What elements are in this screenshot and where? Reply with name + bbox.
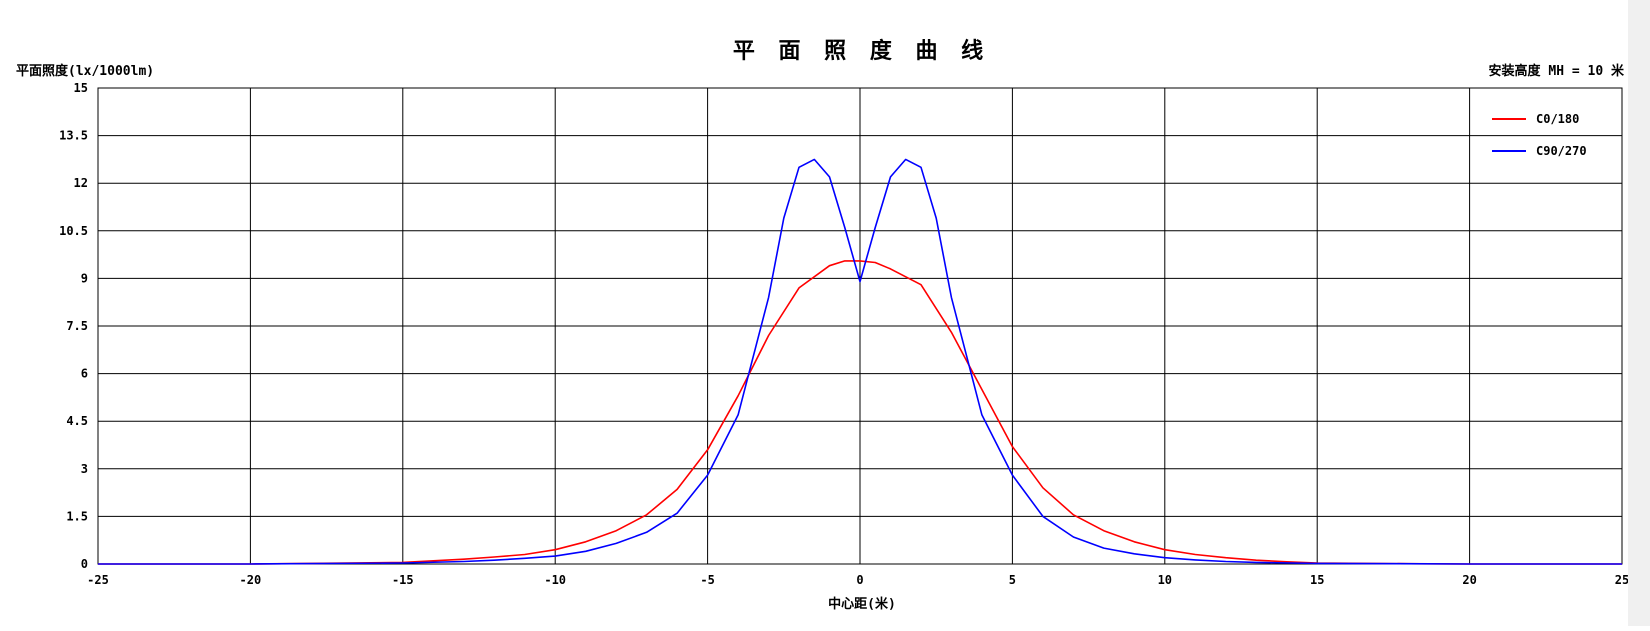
y-tick-labels: 0 1.5 3 4.5 6 7.5 9 10.5 12 13.5 15: [59, 81, 88, 571]
y-axis-label: 平面照度(lx/1000lm): [16, 63, 154, 79]
x-tick-label: 0: [856, 573, 863, 587]
y-tick-label: 7.5: [66, 319, 88, 333]
x-tick-label: -25: [87, 573, 109, 587]
x-tick-label: -20: [240, 573, 262, 587]
y-tick-label: 1.5: [66, 509, 88, 523]
x-tick-label: -5: [700, 573, 714, 587]
mounting-height-annotation: 安装高度 MH = 10 米: [1489, 63, 1625, 79]
y-tick-label: 15: [74, 81, 88, 95]
y-tick-label: 10.5: [59, 224, 88, 238]
x-tick-label: 10: [1158, 573, 1172, 587]
legend: C0/180 C90/270: [1492, 112, 1587, 158]
legend-label: C90/270: [1536, 144, 1587, 158]
grid-lines: [97, 87, 1623, 565]
y-tick-label: 9: [81, 271, 88, 285]
x-tick-label: 5: [1009, 573, 1016, 587]
window-edge: [1628, 0, 1650, 626]
chart-title: 平 面 照 度 曲 线: [733, 38, 991, 64]
series-line-c90-270: [98, 158, 1622, 565]
y-tick-label: 12: [74, 176, 88, 190]
y-tick-label: 4.5: [66, 414, 88, 428]
x-tick-label: -10: [544, 573, 566, 587]
series-lines: [98, 158, 1622, 565]
legend-label: C0/180: [1536, 112, 1579, 126]
y-tick-label: 6: [81, 367, 88, 381]
x-tick-label: 15: [1310, 573, 1324, 587]
x-tick-label: -15: [392, 573, 414, 587]
y-tick-label: 0: [81, 557, 88, 571]
x-axis-label: 中心距(米): [828, 596, 896, 612]
series-line-c0-180: [98, 260, 1622, 565]
x-tick-label: 20: [1462, 573, 1476, 587]
x-tick-label: 25: [1615, 573, 1629, 587]
y-tick-label: 3: [81, 462, 88, 476]
plot-frame: [97, 87, 1623, 565]
x-tick-labels: -25 -20 -15 -10 -5 0 5 10 15 20 25: [87, 573, 1629, 587]
y-tick-label: 13.5: [59, 129, 88, 143]
